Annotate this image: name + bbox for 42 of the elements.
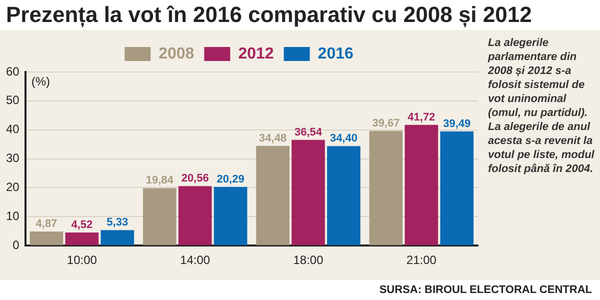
bar	[327, 146, 360, 246]
legend-label: 2012	[238, 45, 274, 62]
bar	[440, 131, 474, 246]
x-tick-label: 14:00	[180, 253, 210, 268]
data-label: 20,56	[181, 172, 209, 185]
bar	[142, 188, 176, 246]
data-label: 41,72	[408, 111, 436, 124]
y-tick-label: 60	[6, 64, 20, 78]
x-tick-label: 21:00	[406, 253, 437, 268]
data-label: 34,40	[330, 132, 358, 145]
data-label: 20,29	[216, 173, 244, 186]
chart-title: Prezența la vot în 2016 comparativ cu 2008 și 2012	[0, 0, 600, 30]
bar	[30, 232, 64, 246]
bar	[100, 230, 134, 246]
y-tick-label: 20	[6, 180, 20, 194]
y-tick-label: 50	[6, 93, 20, 108]
y-tick-label: 40	[6, 122, 20, 136]
legend-label: 2016	[318, 45, 354, 62]
y-axis-title: (%)	[31, 74, 50, 88]
x-tick-label: 18:00	[293, 253, 324, 268]
text: SURSA: BIROUL ELECTORAL CENTRAL	[0, 280, 600, 300]
bar	[214, 186, 248, 246]
bar	[369, 130, 403, 246]
data-label: 39,49	[443, 118, 471, 130]
y-tick-label: 10	[6, 208, 20, 223]
data-label: 4,87	[36, 218, 58, 230]
y-tick-label: 30	[6, 151, 20, 166]
data-label: 39,67	[372, 117, 400, 130]
data-label: 5,33	[106, 216, 128, 229]
data-label: 4,52	[71, 219, 93, 232]
bar	[256, 146, 290, 246]
x-tick-label: 10:00	[66, 253, 98, 268]
data-label: 19,84	[146, 174, 174, 187]
legend-label: 2008	[158, 45, 194, 62]
data-label: 36,54	[294, 126, 323, 138]
data-label: 34,48	[259, 132, 287, 144]
bar	[178, 186, 212, 246]
text: La alegerile parlamentare din 2008 și 2012 s-a folosit sistemul de vot uninominal (omul, nu partidul). La alegerile de anul acesta s-a revenit la votul pe liste, modul folosit până în 2004.	[488, 37, 594, 175]
bar	[65, 232, 99, 246]
bar	[404, 124, 438, 246]
y-tick-label: 0	[12, 238, 20, 252]
bar	[292, 140, 325, 246]
